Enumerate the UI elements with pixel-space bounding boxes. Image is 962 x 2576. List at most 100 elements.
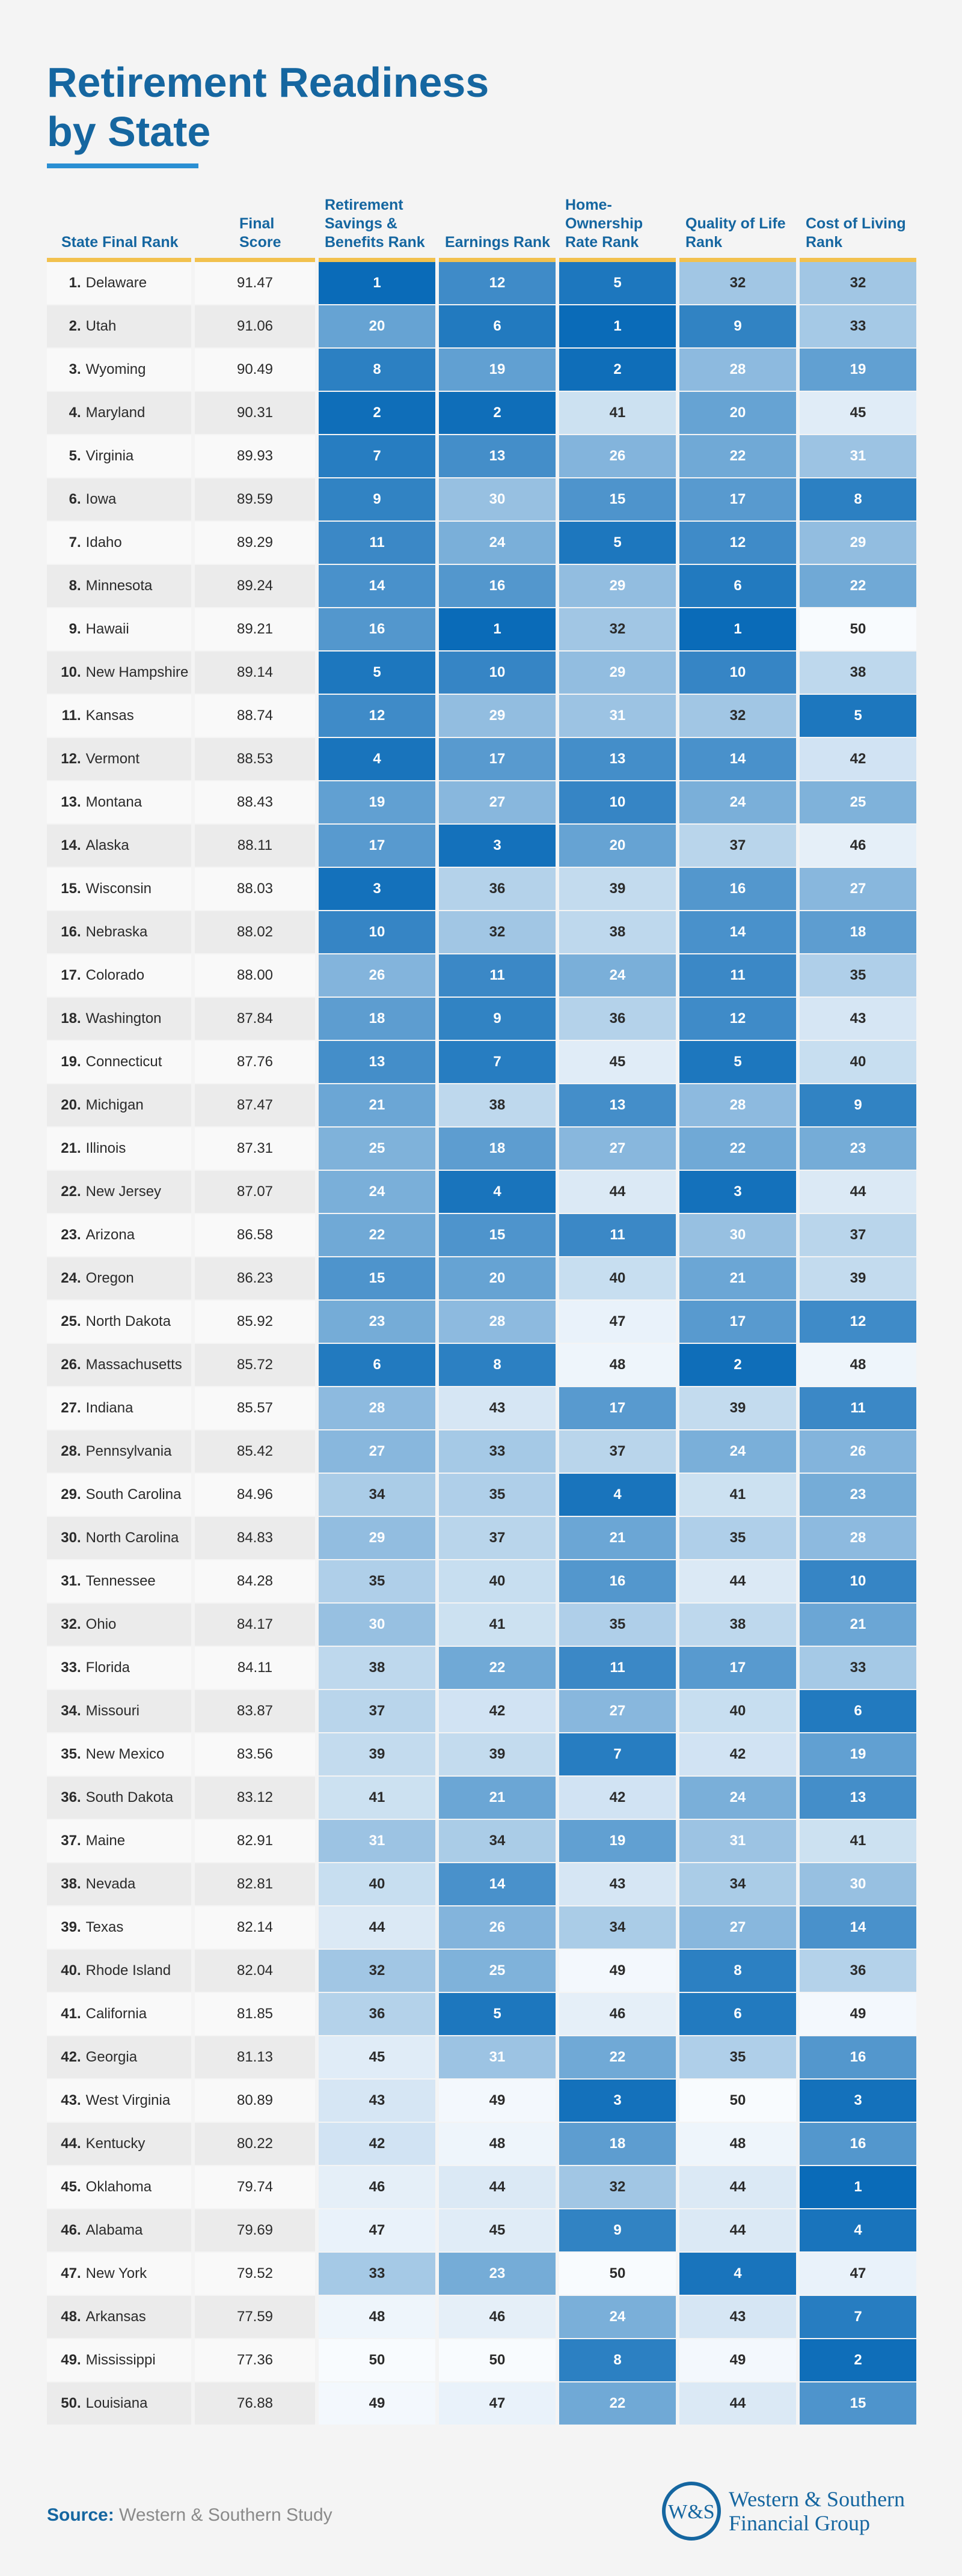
rank-cell: 1 <box>439 608 556 652</box>
rank-dot: . <box>77 1789 81 1805</box>
rank-dot: . <box>77 2092 81 2108</box>
final-rank: 7 <box>69 534 77 551</box>
rank-cell: 41 <box>439 1604 556 1647</box>
rank-dot: . <box>77 1270 81 1286</box>
rank-cell: 6 <box>800 1690 916 1733</box>
rank-cell: 18 <box>559 2123 676 2166</box>
rank-cell: 29 <box>800 522 916 565</box>
rank-cell: 21 <box>439 1777 556 1820</box>
state-name: Wisconsin <box>85 881 152 897</box>
rank-cell: 3 <box>439 825 556 868</box>
state-cell: 44. Kentucky <box>47 2123 191 2166</box>
table-row: 19. Connecticut 87.76 13 7 45 5 40 <box>47 1041 916 1084</box>
state-cell: 48. Arkansas <box>47 2296 191 2339</box>
rank-cell: 13 <box>319 1041 435 1084</box>
rank-dot: . <box>77 448 81 464</box>
final-rank: 43 <box>61 2092 77 2108</box>
rank-cell: 47 <box>559 1301 676 1344</box>
rank-dot: . <box>77 707 81 724</box>
rank-cell: 4 <box>679 2253 796 2296</box>
rank-cell: 48 <box>319 2296 435 2339</box>
rank-cell: 48 <box>439 2123 556 2166</box>
rank-cell: 25 <box>439 1950 556 1993</box>
table-row: 25. North Dakota 85.92 23 28 47 17 12 <box>47 1301 916 1344</box>
rank-cell: 17 <box>439 738 556 781</box>
rank-cell: 50 <box>800 608 916 652</box>
rank-cell: 23 <box>319 1301 435 1344</box>
rank-cell: 43 <box>319 2080 435 2123</box>
rank-cell: 8 <box>800 478 916 522</box>
state-name: Arizona <box>85 1227 135 1243</box>
rank-cell: 35 <box>559 1604 676 1647</box>
readiness-table: State Final Rank Final Score Retirement … <box>43 191 920 2426</box>
rank-cell: 15 <box>559 478 676 522</box>
rank-dot: . <box>77 1703 81 1719</box>
final-score: 87.07 <box>195 1171 315 1214</box>
rank-dot: . <box>77 1227 81 1243</box>
rank-cell: 18 <box>319 998 435 1041</box>
final-rank: 27 <box>61 1400 77 1416</box>
table-row: 48. Arkansas 77.59 48 46 24 43 7 <box>47 2296 916 2339</box>
title-line-2: by State <box>47 108 211 155</box>
rank-cell: 45 <box>800 392 916 435</box>
rank-cell: 39 <box>559 868 676 911</box>
rank-cell: 24 <box>679 1777 796 1820</box>
rank-cell: 26 <box>559 435 676 478</box>
rank-cell: 12 <box>679 998 796 1041</box>
state-name: Connecticut <box>85 1054 162 1070</box>
state-cell: 47. New York <box>47 2253 191 2296</box>
rank-cell: 14 <box>439 1863 556 1906</box>
rank-cell: 47 <box>800 2253 916 2296</box>
final-score: 89.14 <box>195 652 315 695</box>
state-name: Michigan <box>85 1097 144 1113</box>
final-score: 90.31 <box>195 392 315 435</box>
table-row: 4. Maryland 90.31 2 2 41 20 45 <box>47 392 916 435</box>
column-header: Home-Ownership Rate Rank <box>559 191 676 262</box>
final-rank: 47 <box>61 2265 77 2281</box>
column-header: Retirement Savings & Benefits Rank <box>319 191 435 262</box>
rank-cell: 8 <box>679 1950 796 1993</box>
rank-cell: 9 <box>800 1084 916 1128</box>
state-cell: 17. Colorado <box>47 954 191 998</box>
state-name: South Dakota <box>85 1789 174 1805</box>
table-row: 33. Florida 84.11 38 22 11 17 33 <box>47 1647 916 1690</box>
table-row: 13. Montana 88.43 19 27 10 24 25 <box>47 781 916 825</box>
rank-cell: 28 <box>439 1301 556 1344</box>
final-rank: 20 <box>61 1097 77 1113</box>
rank-cell: 17 <box>679 1647 796 1690</box>
state-name: Nevada <box>85 1876 136 1892</box>
final-rank: 29 <box>61 1486 77 1503</box>
rank-cell: 41 <box>319 1777 435 1820</box>
rank-dot: . <box>77 578 81 594</box>
state-cell: 1. Delaware <box>47 262 191 305</box>
final-rank: 2 <box>69 318 77 334</box>
table-row: 16. Nebraska 88.02 10 32 38 14 18 <box>47 911 916 954</box>
rank-cell: 8 <box>439 1344 556 1387</box>
rank-cell: 32 <box>559 2166 676 2209</box>
rank-cell: 27 <box>559 1128 676 1171</box>
state-cell: 34. Missouri <box>47 1690 191 1733</box>
state-name: Alaska <box>85 837 129 853</box>
rank-cell: 25 <box>319 1128 435 1171</box>
rank-dot: . <box>77 881 81 897</box>
rank-dot: . <box>77 1833 81 1849</box>
rank-cell: 5 <box>439 1993 556 2036</box>
final-rank: 44 <box>61 2135 77 2152</box>
final-score: 87.84 <box>195 998 315 1041</box>
rank-cell: 31 <box>679 1820 796 1863</box>
state-cell: 25. North Dakota <box>47 1301 191 1344</box>
rank-dot: . <box>77 1573 81 1589</box>
rank-cell: 41 <box>559 392 676 435</box>
final-rank: 4 <box>69 404 77 421</box>
final-score: 79.69 <box>195 2209 315 2253</box>
rank-cell: 17 <box>319 825 435 868</box>
state-cell: 14. Alaska <box>47 825 191 868</box>
rank-dot: . <box>77 2395 81 2411</box>
table-row: 37. Maine 82.91 31 34 19 31 41 <box>47 1820 916 1863</box>
state-name: West Virginia <box>85 2092 171 2108</box>
rank-dot: . <box>77 1313 81 1329</box>
rank-cell: 49 <box>800 1993 916 2036</box>
rank-cell: 30 <box>679 1214 796 1257</box>
rank-cell: 11 <box>319 522 435 565</box>
title-underline <box>47 163 198 168</box>
